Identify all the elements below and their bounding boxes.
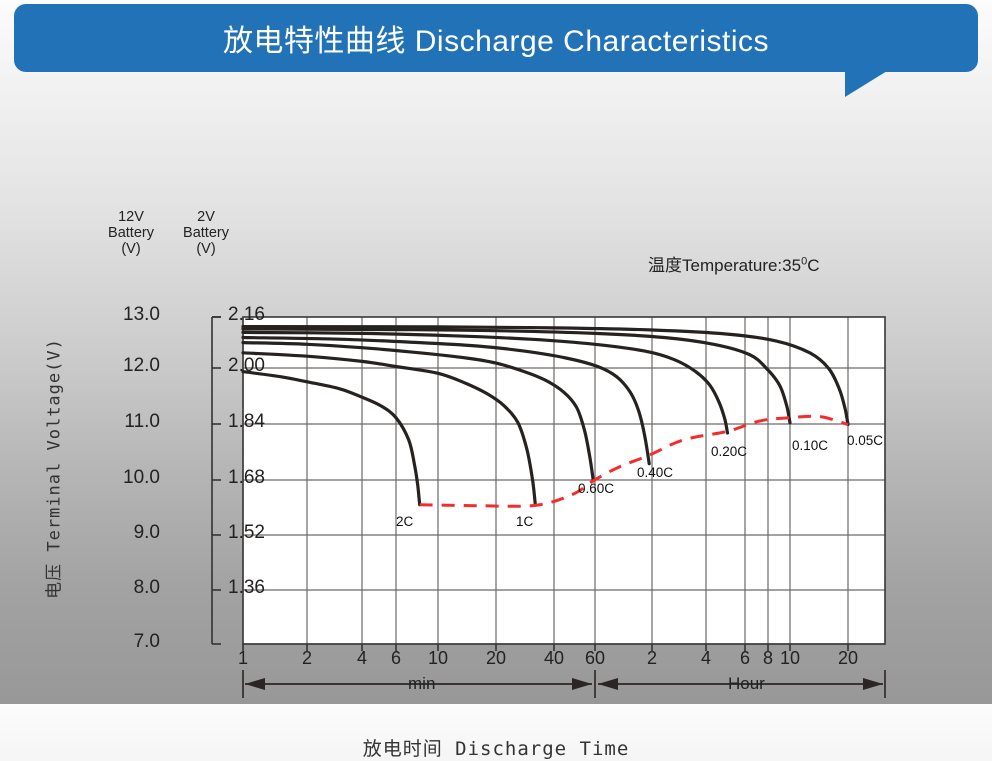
plot-canvas: [211, 316, 886, 698]
y-tick-right-2: 1.84: [228, 411, 265, 432]
discharge-curves: [241, 325, 850, 507]
banner-background: 放电特性曲线 Discharge Characteristics: [14, 4, 978, 72]
curve-label-0-60C: 0.60C: [578, 481, 615, 496]
y-tick-right-5: 1.36: [228, 577, 265, 598]
end-voltage-dashed-line: [419, 414, 849, 508]
y-tick-right-3: 1.68: [228, 467, 265, 488]
discharge-characteristics-chart: 12V Battery (V) 2V 12V Battery (V) 2V Ba…: [0, 96, 992, 760]
y-tick-left-3: 10.0: [123, 467, 160, 488]
y-tick-right-1: 2.00: [228, 355, 265, 376]
x-tick-5: 20: [485, 648, 507, 668]
y-tick-left-2: 11.0: [124, 411, 160, 432]
x-tick-4: 10: [427, 648, 449, 668]
x-tick-0: 1: [237, 648, 248, 668]
x-tick-13: 20: [837, 648, 859, 668]
curve-label-2C: 2C: [396, 514, 414, 529]
x-tick-8: 2: [646, 648, 657, 668]
x-axis-title: 放电时间 Discharge Time: [362, 738, 630, 760]
curve-label-0-40C: 0.40C: [637, 465, 674, 480]
curve-label-0-05C: 0.05C: [847, 433, 884, 448]
y-tick-left-5: 8.0: [133, 577, 160, 598]
y-tick-right-4: 1.52: [228, 522, 265, 543]
curve-label-0-20C: 0.20C: [711, 444, 748, 459]
right-scale-header: 2V Battery (V): [173, 209, 239, 257]
temperature-annotation-text: 温度Temperature:35: [648, 256, 802, 275]
y-tick-left-1: 12.0: [123, 355, 160, 376]
curve-label-0-10C: 0.10C: [792, 438, 829, 453]
y-tick-left-6: 7.0: [133, 631, 160, 652]
left-scale-text-2: Battery: [108, 225, 154, 241]
y-axis-bracket: [211, 316, 221, 645]
x-tick-1: 2: [301, 648, 312, 668]
x-span-min-label: min: [408, 674, 436, 693]
right-scale-text-3: (V): [196, 241, 216, 257]
y-tick-left-0: 13.0: [123, 304, 160, 325]
y-tick-right-0: 2.16: [228, 304, 265, 325]
y-tick-left-4: 9.0: [133, 522, 160, 543]
x-axis-span-arrows: [242, 670, 886, 698]
x-tick-6: 40: [543, 648, 565, 668]
x-span-hour-label: Hour: [728, 674, 765, 693]
left-scale-text-3: (V): [121, 241, 141, 257]
degree-symbol: 0: [801, 255, 808, 268]
header-banner: 放电特性曲线 Discharge Characteristics: [0, 0, 992, 97]
x-tick-9: 4: [700, 648, 711, 668]
left-scale-text-1: 12V: [118, 209, 144, 225]
right-scale-text-1: 2V: [197, 209, 215, 225]
right-scale-text-2: Battery: [183, 225, 229, 241]
temperature-annotation: 温度Temperature:350C: [648, 251, 819, 276]
page-title: 放电特性曲线 Discharge Characteristics: [222, 25, 770, 58]
x-tick-10: 6: [739, 648, 750, 668]
x-tick-2: 4: [356, 648, 367, 668]
x-tick-11: 8: [762, 648, 773, 668]
x-tick-7: 60: [584, 648, 606, 668]
curve-label-1C: 1C: [516, 514, 534, 529]
x-axis-tick-marks: [242, 644, 849, 651]
temperature-unit: C: [807, 256, 820, 275]
plot-frame: [242, 316, 886, 645]
left-scale-header: 12V Battery (V) 2V 12V Battery (V): [95, 209, 167, 257]
x-tick-12: 10: [779, 648, 801, 668]
x-tick-3: 6: [390, 648, 401, 668]
banner-tail-triangle: [845, 71, 887, 97]
